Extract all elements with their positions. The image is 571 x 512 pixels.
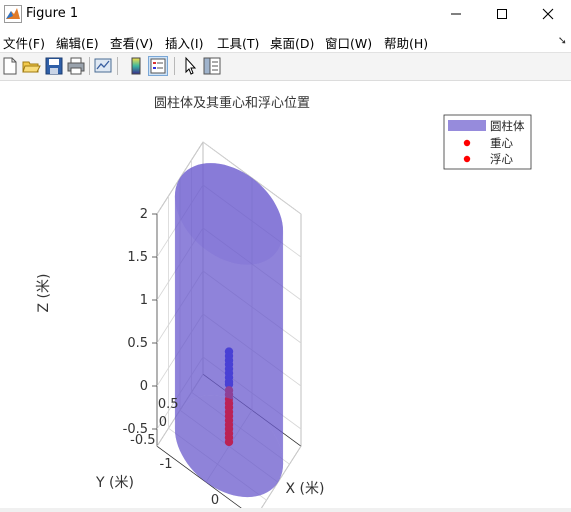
menu-view[interactable]: 查看(V) [110,36,154,51]
new-figure-button[interactable] [0,56,20,76]
cylinder-bottom-cap [174,395,284,498]
legend-marker-center-of-buoyancy [463,155,471,163]
link-plot-icon [94,58,112,73]
maximize-button[interactable] [479,0,525,28]
y-tick-label: 0 [159,415,167,430]
insert-colorbar-button[interactable] [126,56,146,76]
title-bar: Figure 1 [0,0,571,28]
z-tick-label: 1.5 [127,250,148,265]
menu-file[interactable]: 文件(F) [3,36,45,51]
colorbar-icon [131,57,141,75]
menu-insert[interactable]: 插入(I) [165,36,204,51]
z-tick-label: -0.5 [123,422,148,437]
z-tick-label: 0 [140,379,148,394]
menu-edit[interactable]: 编辑(E) [56,36,99,51]
toolbar-separator [174,57,175,75]
legend-label-center-of-mass: 重心 [490,136,513,150]
print-icon [67,57,85,75]
menu-bar: 文件(F) 编辑(E) 查看(V) 插入(I) 工具(T) 桌面(D) 窗口(W… [0,28,571,53]
close-button[interactable] [525,0,571,28]
legend-icon [150,58,166,74]
property-inspector-icon [203,57,221,75]
x-tick-label: -1 [160,457,173,472]
maximize-icon [497,9,507,19]
matlab-logo-icon [4,5,22,23]
y-tick-label: 0.5 [158,397,179,412]
legend-label-center-of-buoyancy: 浮心 [490,152,513,166]
insert-legend-button[interactable] [148,56,168,76]
menu-tools[interactable]: 工具(T) [217,36,260,51]
window-title: Figure 1 [26,6,79,21]
figure-canvas: -0.500.511.52-101-0.500.5 圆柱体及其重心和浮心位置 X… [0,81,571,512]
menu-desktop[interactable]: 桌面(D) [270,36,315,51]
z-tick-label: 1 [140,293,148,308]
x-axis-label: X (米) [286,481,325,497]
legend-swatch-cylinder [448,120,486,131]
chart-title: 圆柱体及其重心和浮心位置 [154,95,310,111]
center-of-buoyancy-marker [224,437,234,447]
open-file-icon [22,61,41,73]
new-figure-icon [3,57,17,75]
menu-window[interactable]: 窗口(W) [325,36,373,51]
legend[interactable]: 圆柱体 重心 浮心 [443,114,532,170]
z-tick-label: 2 [140,207,148,222]
y-tick-label: -0.5 [130,433,155,448]
property-inspector-button[interactable] [202,56,222,76]
legend-marker-center-of-mass [463,139,471,147]
z-axis-label: Z (米) [36,274,52,313]
z-tick-label: 0.5 [127,336,148,351]
toolbar-separator [89,57,90,75]
toolbar-separator [117,57,118,75]
figure-toolbar [0,53,571,81]
cylinder-front [174,163,284,460]
minimize-icon [451,13,461,15]
legend-label-cylinder: 圆柱体 [490,119,525,133]
cylinder-top-cap [174,163,284,265]
print-button[interactable] [66,56,86,76]
plot-3d[interactable]: -0.500.511.52-101-0.500.5 圆柱体及其重心和浮心位置 X… [0,81,571,512]
edit-plot-button[interactable] [180,56,200,76]
edit-plot-pointer-icon [185,56,197,75]
save-icon [45,57,63,75]
save-button[interactable] [44,56,64,76]
tick-labels: -0.500.511.52-101-0.500.5 [123,207,220,508]
menu-help[interactable]: 帮助(H) [384,36,429,51]
y-axis-label: Y (米) [95,475,134,491]
minimize-button[interactable] [433,0,479,28]
x-tick-label: 0 [211,493,219,508]
close-icon [542,8,554,20]
open-file-button[interactable] [21,56,41,76]
link-plot-button[interactable] [93,56,113,76]
menu-expand-arrow-icon[interactable]: ➘ [557,34,567,47]
